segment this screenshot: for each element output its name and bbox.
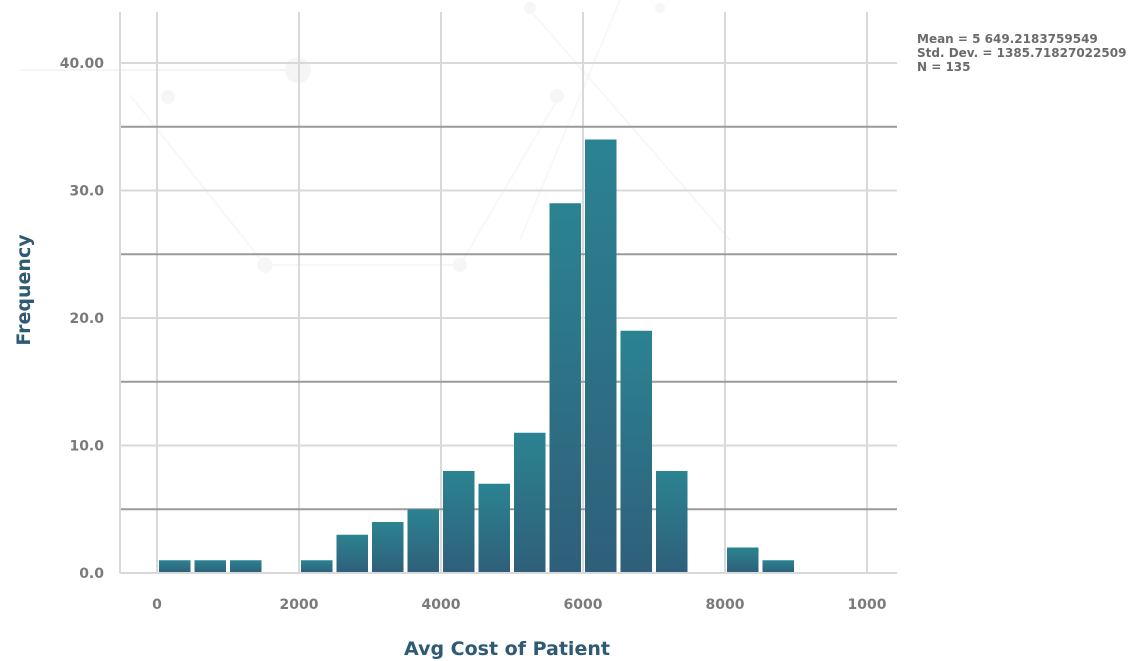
x-tick-label-3: 6000 [564, 597, 603, 613]
bar-6500 [620, 330, 652, 573]
y-tick-label-3: 30.0 [69, 184, 104, 200]
background-network-decoration [20, 0, 731, 273]
axes [119, 12, 897, 574]
stat-mean: Mean = 5 649.2183759549 [917, 32, 1098, 46]
bar-8000 [727, 547, 759, 573]
x-tick-label-0: 0 [152, 597, 162, 613]
bar-5500 [549, 203, 581, 573]
bar-3000 [372, 522, 404, 573]
bar-6000 [585, 139, 617, 573]
bar-5000 [514, 432, 546, 573]
x-axis-title: Avg Cost of Patient [404, 638, 610, 660]
x-tick-label-5: 1000 [848, 597, 887, 613]
summary-statistics: Mean = 5 649.2183759549 Std. Dev. = 1385… [917, 32, 1126, 74]
y-tick-labels: 0.0 10.0 20.0 30.0 40.00 [60, 56, 105, 582]
bar-0 [159, 560, 191, 573]
bar-2500 [336, 534, 368, 573]
y-tick-label-4: 40.00 [60, 56, 105, 72]
bar-7000 [656, 471, 688, 573]
bar-2000 [301, 560, 333, 573]
stat-std-dev: Std. Dev. = 1385.71827022509 [917, 46, 1127, 60]
stat-n: N = 135 [917, 60, 971, 74]
bar-4500 [478, 483, 510, 573]
gridlines [120, 12, 897, 573]
x-tick-labels: 0 2000 4000 6000 8000 1000 [152, 597, 887, 613]
bar-3500 [407, 509, 439, 573]
bar-1000 [230, 560, 262, 573]
bar-4000 [443, 471, 475, 573]
x-tick-label-1: 2000 [280, 597, 319, 613]
y-tick-label-2: 20.0 [69, 311, 104, 327]
x-tick-label-2: 4000 [422, 597, 461, 613]
histogram-bars [159, 139, 794, 573]
y-tick-label-1: 10.0 [69, 439, 104, 455]
bar-8500 [762, 560, 794, 573]
x-tick-label-4: 8000 [706, 597, 745, 613]
y-axis-title: Frequency [13, 234, 35, 346]
y-tick-label-0: 0.0 [79, 566, 104, 582]
bar-500 [194, 560, 226, 573]
